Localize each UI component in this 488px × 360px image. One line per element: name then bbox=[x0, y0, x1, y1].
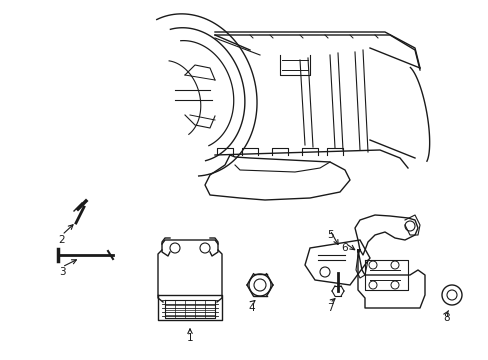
Text: 4: 4 bbox=[248, 303, 255, 313]
Text: 3: 3 bbox=[59, 267, 65, 277]
Text: 8: 8 bbox=[443, 313, 449, 323]
Text: 5: 5 bbox=[326, 230, 333, 240]
Text: 7: 7 bbox=[326, 303, 333, 313]
Text: 1: 1 bbox=[186, 333, 193, 343]
Text: 2: 2 bbox=[59, 235, 65, 245]
Text: 6: 6 bbox=[341, 243, 347, 253]
